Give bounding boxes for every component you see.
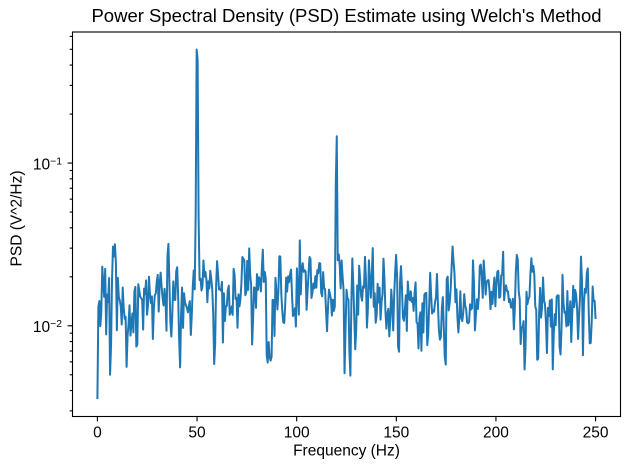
svg-text:150: 150 bbox=[383, 424, 409, 441]
svg-text:50: 50 bbox=[188, 424, 206, 441]
svg-text:Frequency (Hz): Frequency (Hz) bbox=[293, 442, 400, 459]
svg-text:PSD (V^2/Hz): PSD (V^2/Hz) bbox=[9, 171, 26, 267]
svg-text:100: 100 bbox=[284, 424, 310, 441]
svg-text:0: 0 bbox=[93, 424, 102, 441]
svg-text:200: 200 bbox=[483, 424, 509, 441]
svg-text:Power Spectral Density (PSD) E: Power Spectral Density (PSD) Estimate us… bbox=[91, 5, 601, 26]
svg-text:250: 250 bbox=[583, 424, 609, 441]
